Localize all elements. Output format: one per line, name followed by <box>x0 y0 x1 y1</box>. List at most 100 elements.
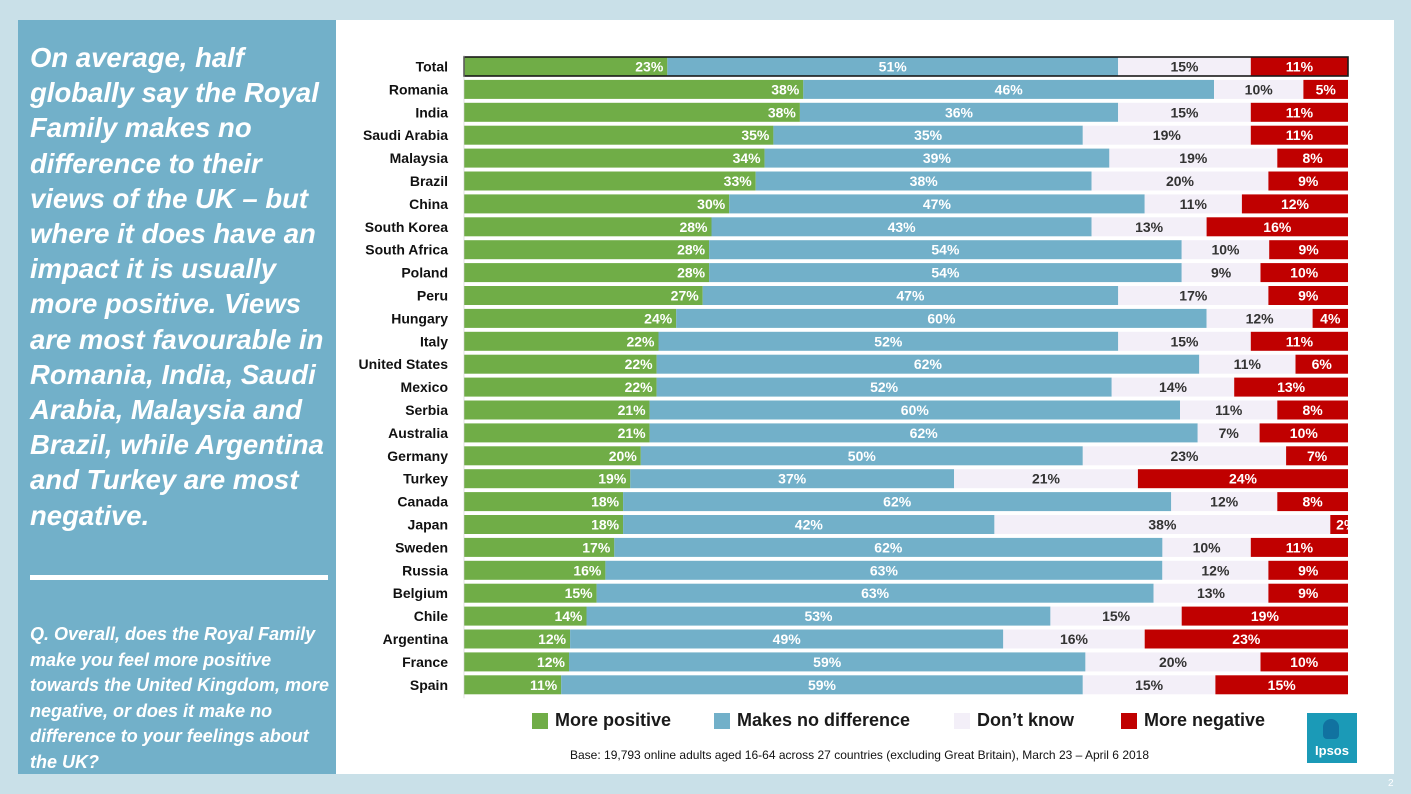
bar-germany-more-negative <box>1286 446 1348 466</box>
bar-malaysia-more-positive <box>464 148 765 168</box>
bar-brazil-more-negative <box>1268 171 1348 191</box>
bar-australia-more-negative <box>1259 423 1348 443</box>
value-label-germany-don-t-know: 23% <box>1170 448 1199 464</box>
bar-hungary-more-positive <box>464 308 677 328</box>
value-label-united-states-more-positive: 22% <box>625 356 654 372</box>
bar-france-more-positive <box>464 652 569 672</box>
category-label-total: Total <box>416 59 448 75</box>
bar-united-states-more-negative <box>1295 354 1348 374</box>
summary-panel: On average, half globally say the Royal … <box>18 20 336 774</box>
value-label-united-states-makes-no-difference: 62% <box>914 356 943 372</box>
bar-south-africa-don-t-know <box>1181 240 1270 260</box>
value-label-india-don-t-know: 15% <box>1170 104 1199 120</box>
legend-swatch-more-negative <box>1121 712 1137 729</box>
stacked-bar-chart: Total 23% 51% 15% 11% Romania 38% 46% 10% 5% India… <box>359 55 1357 699</box>
bar-canada-more-positive <box>464 492 624 512</box>
bar-total-more-negative <box>1250 57 1348 76</box>
value-label-malaysia-more-negative: 8% <box>1302 150 1323 166</box>
bar-saudi-arabia-more-positive <box>464 125 774 145</box>
bar-belgium-more-positive <box>464 583 597 603</box>
bar-australia-makes-no-difference <box>649 423 1198 443</box>
bar-russia-more-positive <box>464 560 606 580</box>
value-label-brazil-more-positive: 33% <box>724 173 753 189</box>
value-label-spain-more-positive: 11% <box>530 677 558 693</box>
bar-spain-makes-no-difference <box>561 675 1083 695</box>
bar-peru-more-positive <box>464 286 703 305</box>
value-label-canada-more-negative: 8% <box>1302 494 1323 510</box>
ipsos-logo: Ipsos <box>1307 713 1357 763</box>
value-label-russia-makes-no-difference: 63% <box>870 562 899 578</box>
bar-turkey-don-t-know <box>954 469 1138 489</box>
value-label-china-more-positive: 30% <box>697 196 726 212</box>
value-label-india-makes-no-difference: 36% <box>945 104 974 120</box>
value-label-united-states-more-negative: 6% <box>1312 356 1333 372</box>
value-label-argentina-don-t-know: 16% <box>1060 631 1089 647</box>
category-label-brazil: Brazil <box>410 173 448 189</box>
value-label-germany-makes-no-difference: 50% <box>848 448 877 464</box>
headline-text: On average, half globally say the Royal … <box>30 42 324 531</box>
bar-south-africa-more-negative <box>1269 240 1348 260</box>
value-label-china-don-t-know: 11% <box>1180 196 1208 212</box>
bar-malaysia-makes-no-difference <box>764 148 1110 168</box>
value-label-brazil-makes-no-difference: 38% <box>910 173 939 189</box>
value-label-malaysia-more-positive: 34% <box>733 150 762 166</box>
bar-russia-makes-no-difference <box>605 560 1163 580</box>
bar-romania-makes-no-difference <box>803 79 1214 99</box>
bar-japan-more-positive <box>464 515 624 534</box>
bar-japan-more-negative <box>1330 515 1348 534</box>
value-label-peru-don-t-know: 17% <box>1179 288 1208 304</box>
value-label-belgium-more-negative: 9% <box>1298 585 1319 601</box>
value-label-france-makes-no-difference: 59% <box>813 654 842 670</box>
bar-italy-more-positive <box>464 331 659 351</box>
legend-item-more-positive: More positive <box>532 710 671 731</box>
value-label-south-africa-makes-no-difference: 54% <box>931 242 960 258</box>
survey-question: Q. Overall, does the Royal Family make y… <box>30 624 330 772</box>
chart-panel: Total 23% 51% 15% 11% Romania 38% 46% 10% 5% India… <box>336 20 1394 774</box>
value-label-saudi-arabia-don-t-know: 19% <box>1153 127 1182 143</box>
bar-hungary-more-negative <box>1312 308 1348 328</box>
value-label-hungary-more-positive: 24% <box>644 310 673 326</box>
bar-serbia-makes-no-difference <box>649 400 1180 420</box>
value-label-peru-makes-no-difference: 47% <box>896 288 925 304</box>
bar-south-africa-makes-no-difference <box>709 240 1182 260</box>
value-label-south-korea-more-negative: 16% <box>1263 219 1292 235</box>
value-label-hungary-makes-no-difference: 60% <box>927 310 956 326</box>
bar-malaysia-more-negative <box>1277 148 1348 168</box>
legend-label-more-negative: More negative <box>1144 710 1266 730</box>
value-label-italy-more-negative: 11% <box>1286 333 1314 349</box>
bar-china-makes-no-difference <box>729 194 1145 214</box>
bar-sweden-don-t-know <box>1162 537 1251 557</box>
bar-japan-makes-no-difference <box>623 515 995 534</box>
bar-total-don-t-know <box>1118 57 1251 76</box>
bar-total-more-positive <box>464 57 668 76</box>
bar-brazil-don-t-know <box>1091 171 1269 191</box>
value-label-italy-makes-no-difference: 52% <box>874 333 903 349</box>
bar-japan-don-t-know <box>994 515 1331 534</box>
value-label-saudi-arabia-more-positive: 35% <box>741 127 770 143</box>
value-label-canada-don-t-know: 12% <box>1210 494 1239 510</box>
value-label-total-don-t-know: 15% <box>1170 59 1199 75</box>
value-label-mexico-makes-no-difference: 52% <box>870 379 899 395</box>
bar-turkey-more-negative <box>1137 469 1348 489</box>
bar-india-don-t-know <box>1118 102 1251 122</box>
value-label-turkey-don-t-know: 21% <box>1032 471 1061 487</box>
category-label-south-africa: South Africa <box>365 242 448 258</box>
value-label-india-more-negative: 11% <box>1286 104 1314 120</box>
category-label-canada: Canada <box>397 494 448 510</box>
value-label-italy-don-t-know: 15% <box>1170 333 1199 349</box>
category-label-malaysia: Malaysia <box>390 150 449 166</box>
value-label-south-africa-don-t-know: 10% <box>1211 242 1240 258</box>
bar-germany-more-positive <box>464 446 641 466</box>
bar-china-more-positive <box>464 194 730 214</box>
value-label-saudi-arabia-more-negative: 11% <box>1286 127 1314 143</box>
bar-chile-don-t-know <box>1050 606 1182 626</box>
bar-india-more-positive <box>464 102 800 122</box>
value-label-brazil-don-t-know: 20% <box>1166 173 1195 189</box>
bar-china-more-negative <box>1241 194 1348 214</box>
bar-china-don-t-know <box>1144 194 1242 214</box>
legend-swatch-dont-know <box>954 712 970 729</box>
bar-south-korea-more-negative <box>1206 217 1348 237</box>
legend-label-no-difference: Makes no difference <box>737 710 911 730</box>
value-label-hungary-more-negative: 4% <box>1320 310 1341 326</box>
value-label-poland-more-negative: 10% <box>1290 265 1319 281</box>
